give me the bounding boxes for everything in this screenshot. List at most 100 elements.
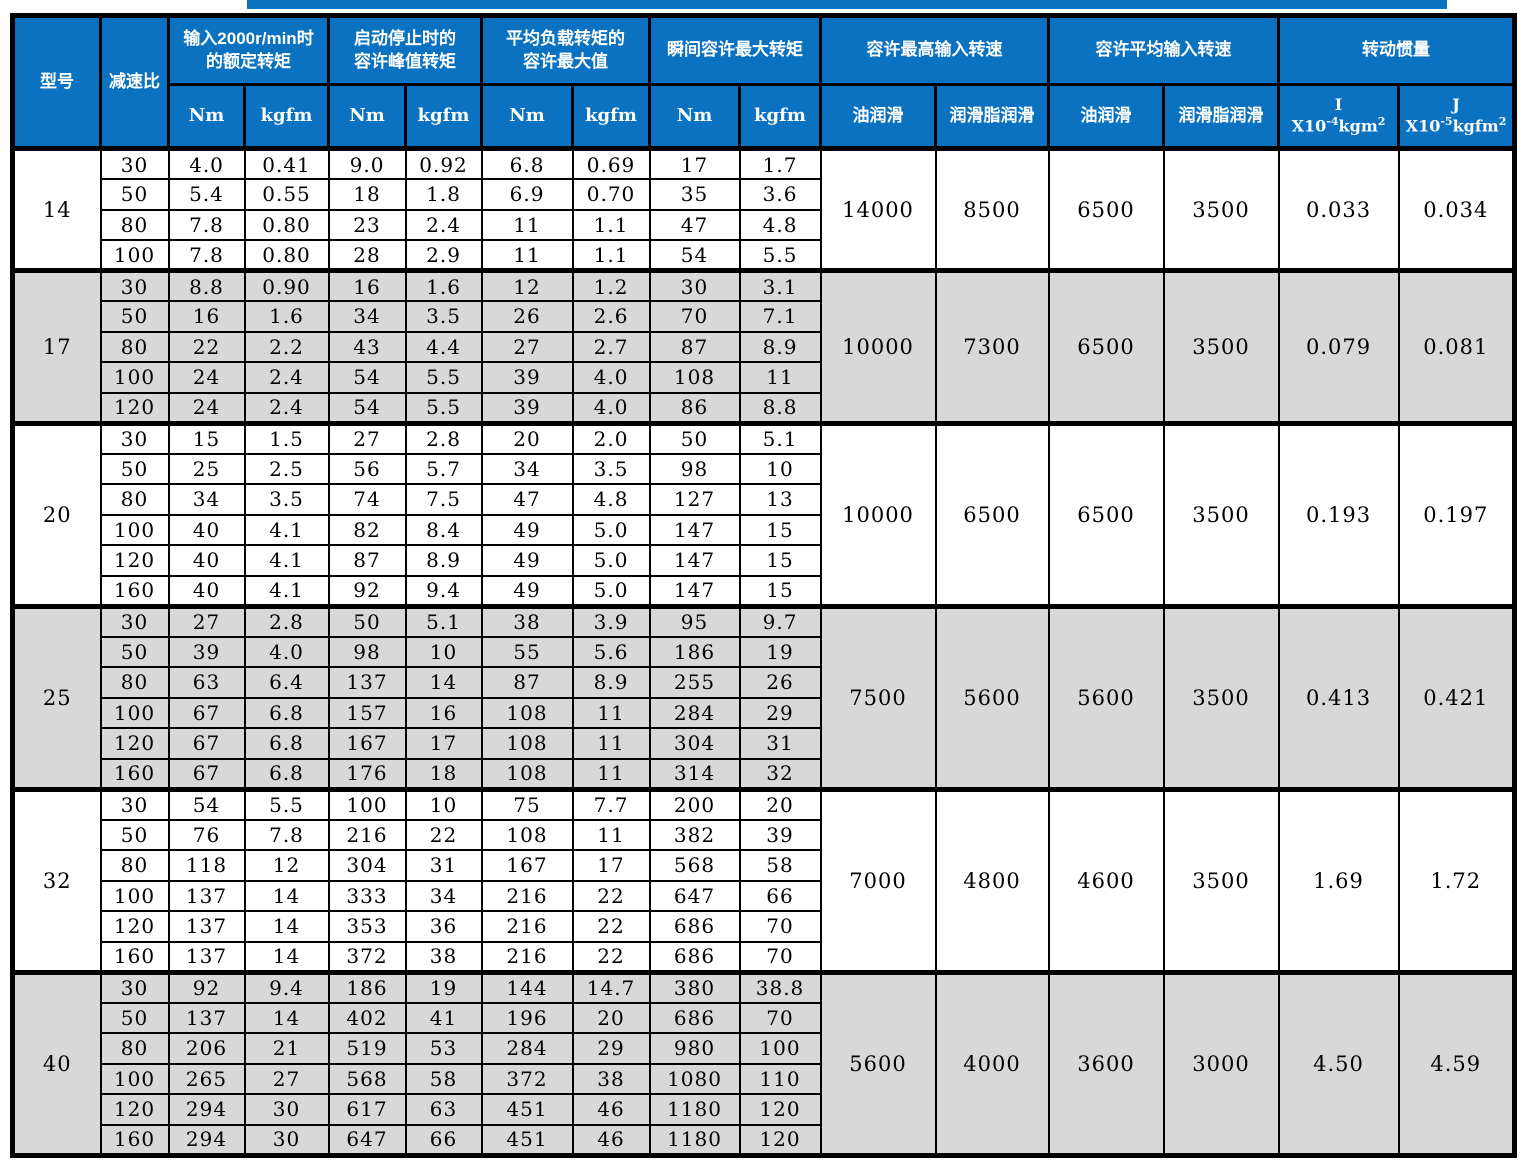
momentary-max-torque-nm-cell: 98 <box>648 452 741 485</box>
momentary-max-torque-kgfm-cell: 120 <box>738 1123 822 1156</box>
peak-torque-nm-cell: 82 <box>327 513 407 546</box>
rated-torque-nm-cell: 137 <box>167 1001 246 1034</box>
ratio-cell: 120 <box>99 544 170 577</box>
ratio-cell: 30 <box>99 603 170 638</box>
spec-row: 100 40 4.1 82 8.4 49 5.0 147 15 <box>13 513 1515 546</box>
peak-torque-kgfm-cell: 38 <box>404 940 483 973</box>
peak-torque-kgfm-cell: 3.5 <box>404 300 483 333</box>
ratio-cell: 80 <box>99 208 170 241</box>
spec-row: 80 7.8 0.80 23 2.4 11 1.1 47 4.8 <box>13 208 1515 241</box>
avg-load-torque-nm-cell: 39 <box>480 361 574 394</box>
avg-load-torque-nm-cell: 6.9 <box>480 178 574 211</box>
ratio-cell: 30 <box>99 786 170 821</box>
rated-torque-kgfm-cell: 4.1 <box>243 544 330 577</box>
rated-torque-kgfm-cell: 21 <box>243 1032 330 1065</box>
header-line: 瞬间容许最大转矩 <box>667 40 804 60</box>
peak-torque-nm-cell: 176 <box>327 757 407 790</box>
momentary-max-torque-nm-cell: 17 <box>648 146 741 180</box>
ratio-cell: 50 <box>99 452 170 485</box>
ratio-cell: 50 <box>99 1001 170 1034</box>
rated-torque-nm-cell: 27 <box>167 603 246 638</box>
peak-torque-kgfm-cell: 8.9 <box>404 544 483 577</box>
spec-row: 50 5.4 0.55 18 1.8 6.9 0.70 35 3.6 <box>13 178 1515 211</box>
spec-row: 100 67 6.8 157 16 108 11 284 29 <box>13 696 1515 729</box>
spec-row: 40 30 92 9.4 186 19 144 14.7 380 38.8 5600 4000 3600… <box>11 969 1516 1156</box>
avg-input-speed-grease-cell: 3500 <box>1162 146 1280 272</box>
avg-load-torque-nm-cell: 196 <box>480 1001 574 1034</box>
rated-torque-kgfm-cell: 1.5 <box>243 420 330 455</box>
rated-torque-nm-cell: 39 <box>167 635 246 668</box>
inertia-j-cell: 0.081 <box>1397 268 1516 424</box>
inertia-i-cell: 0.033 <box>1277 146 1400 272</box>
avg-load-torque-nm-cell: 108 <box>480 727 574 760</box>
momentary-max-torque-nm-cell: 380 <box>648 969 741 1004</box>
momentary-max-torque-nm-cell: 686 <box>648 1001 741 1034</box>
header-line: 输入2000r/min时 <box>183 28 314 48</box>
rated-torque-kgfm-cell: 14 <box>243 940 330 973</box>
momentary-max-torque-nm-cell: 86 <box>648 391 741 424</box>
max-input-speed-grease-cell: 4000 <box>934 969 1050 1156</box>
momentary-max-torque-nm-cell: 35 <box>648 178 741 211</box>
momentary-max-torque-kgfm-cell: 9.7 <box>738 603 822 638</box>
peak-torque-kgfm-cell: 5.1 <box>404 603 483 638</box>
unit-header-nm: Nm <box>480 83 575 151</box>
avg-load-torque-nm-cell: 38 <box>480 603 574 638</box>
peak-torque-kgfm-cell: 14 <box>404 666 483 699</box>
header-line: 启动停止时的 <box>354 28 457 48</box>
rated-torque-nm-cell: 40 <box>167 574 246 607</box>
table-header: 型号 减速比 输入2000r/min时 的额定转矩 启动停止时的 容许峰值转矩 … <box>11 14 1517 151</box>
rated-torque-kgfm-cell: 6.8 <box>243 696 330 729</box>
avg-input-speed-oil-cell: 6500 <box>1047 420 1165 607</box>
rated-torque-nm-cell: 7.8 <box>167 239 246 272</box>
rated-torque-kgfm-cell: 0.80 <box>243 208 330 241</box>
rated-torque-nm-cell: 4.0 <box>167 146 246 180</box>
ratio-cell: 100 <box>99 696 170 729</box>
max-input-speed-oil-cell: 7000 <box>819 786 937 973</box>
momentary-max-torque-nm-cell: 54 <box>648 239 741 272</box>
momentary-max-torque-kgfm-cell: 13 <box>738 483 822 516</box>
avg-load-torque-kgfm-cell: 4.0 <box>571 391 651 424</box>
ratio-cell: 120 <box>99 727 170 760</box>
momentary-max-torque-nm-cell: 284 <box>648 696 741 729</box>
spec-row: 32 30 54 5.5 100 10 75 7.7 200 20 7000 4800 4600 3500… <box>11 786 1516 973</box>
ratio-cell: 160 <box>99 940 170 973</box>
max-input-speed-grease-cell: 6500 <box>934 420 1050 607</box>
spec-row: 14 30 4.0 0.41 9.0 0.92 6.8 0.69 17 1.7 14000 8500 6… <box>11 146 1516 272</box>
peak-torque-kgfm-cell: 16 <box>404 696 483 729</box>
ratio-cell: 160 <box>99 574 170 607</box>
spec-row: 50 137 14 402 41 196 20 686 70 <box>13 1001 1515 1034</box>
rated-torque-nm-cell: 25 <box>167 452 246 485</box>
peak-torque-nm-cell: 353 <box>327 910 407 943</box>
avg-load-torque-nm-cell: 108 <box>480 818 574 851</box>
peak-torque-kgfm-cell: 19 <box>404 969 483 1004</box>
inertia-j-cell: 0.034 <box>1397 146 1516 272</box>
rated-torque-nm-cell: 40 <box>167 513 246 546</box>
max-input-speed-oil-cell: 14000 <box>819 146 937 272</box>
peak-torque-nm-cell: 157 <box>327 696 407 729</box>
rated-torque-nm-cell: 8.8 <box>167 268 246 302</box>
avg-load-torque-nm-cell: 87 <box>480 666 574 699</box>
model-cell: 14 <box>11 146 102 272</box>
peak-torque-nm-cell: 74 <box>327 483 407 516</box>
avg-load-torque-nm-cell: 55 <box>480 635 574 668</box>
ratio-cell: 100 <box>99 1062 170 1095</box>
rated-torque-nm-cell: 15 <box>167 420 246 455</box>
peak-torque-nm-cell: 617 <box>327 1093 407 1126</box>
rated-torque-nm-cell: 137 <box>167 940 246 973</box>
momentary-max-torque-kgfm-cell: 15 <box>738 513 822 546</box>
avg-load-torque-kgfm-cell: 20 <box>571 1001 651 1034</box>
rated-torque-kgfm-cell: 4.0 <box>243 635 330 668</box>
momentary-max-torque-kgfm-cell: 8.8 <box>738 391 822 424</box>
peak-torque-nm-cell: 23 <box>327 208 407 241</box>
inertia-symbol: I <box>1334 95 1343 115</box>
momentary-max-torque-kgfm-cell: 4.8 <box>738 208 822 241</box>
avg-load-torque-kgfm-cell: 4.0 <box>571 361 651 394</box>
ratio-cell: 30 <box>99 146 170 180</box>
unit-header-inertia-j: J X10-5kgfm2 <box>1397 83 1517 151</box>
momentary-max-torque-kgfm-cell: 66 <box>738 879 822 912</box>
rated-torque-kgfm-cell: 1.6 <box>243 300 330 333</box>
unit-header-kgfm: kgfm <box>571 83 652 151</box>
avg-input-speed-grease-cell: 3500 <box>1162 420 1280 607</box>
rated-torque-nm-cell: 24 <box>167 391 246 424</box>
inertia-j-cell: 0.197 <box>1397 420 1516 607</box>
